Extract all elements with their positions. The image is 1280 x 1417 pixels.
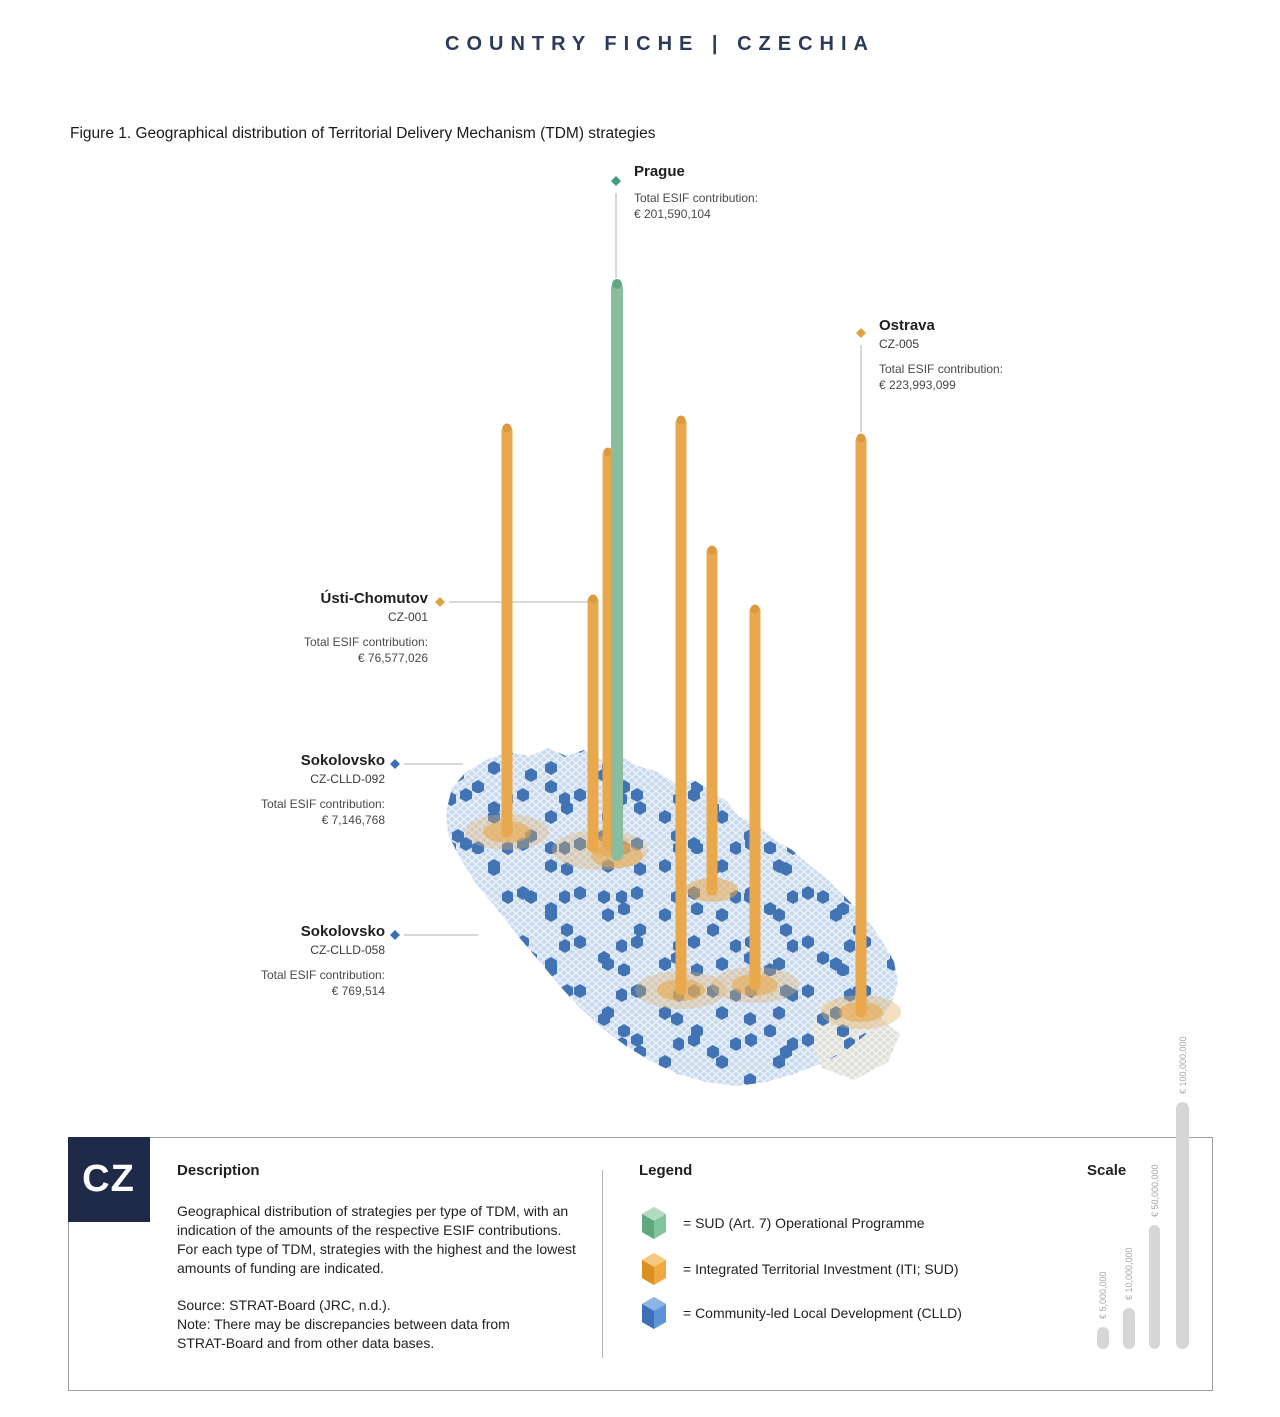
annotation-esif-label: Total ESIF contribution: [303,635,428,649]
sud-hexagon-icon [642,1207,666,1239]
legend-label: = SUD (Art. 7) Operational Programme [683,1215,925,1231]
annotation-code: CZ-CLLD-092 [310,772,385,786]
source-line: Source: STRAT-Board (JRC, n.d.). [177,1297,391,1313]
clld-hexagon-icon [642,1297,666,1329]
prague-diamond-icon [611,176,621,186]
scale-label-5m: € 5,000,000 [1098,1271,1108,1319]
note-line: Note: There may be discrepancies between… [177,1316,510,1351]
scale-bar-5m [1097,1327,1109,1349]
sokolovsko-092-diamond-icon [390,759,400,769]
clld-dots-layer [446,748,898,1086]
info-panel: CZ Description Geographical distribution… [67,1136,1213,1391]
legend-item-clld: = Community-led Local Development (CLLD) [639,1294,962,1332]
czechia-map [390,176,901,1086]
annotation-place: Ústi-Chomutov [320,590,429,607]
legend-label: = Integrated Territorial Investment (ITI… [683,1261,959,1277]
annotation-sokolovsko-058: Sokolovsko CZ-CLLD-058 Total ESIF contri… [165,923,385,999]
annotation-esif-label: Total ESIF contribution: [879,362,1004,376]
description-heading: Description [177,1162,260,1179]
usti-diamond-icon [435,597,445,607]
iti-bars [501,415,867,1018]
annotation-place: Sokolovsko [300,923,385,940]
iti-hexagon-icon [642,1253,666,1285]
page-title: COUNTRY FICHE | CZECHIA [445,33,875,55]
legend-item-iti: = Integrated Territorial Investment (ITI… [639,1250,959,1288]
annotation-prague: Prague Total ESIF contribution: € 201,59… [634,163,758,222]
panel-divider [602,1170,603,1358]
annotation-ostrava: Ostrava CZ-005 Total ESIF contribution: … [879,317,1003,393]
annotation-code: CZ-CLLD-058 [310,943,385,957]
annotation-amount: € 7,146,768 [321,813,385,827]
scale-block: Scale € 5,000,000 € 10,000,000 € 50,000,… [1085,1000,1210,1360]
ostrava-diamond-icon [856,328,866,338]
sokolovsko-058-diamond-icon [390,930,400,940]
legend-heading: Legend [639,1162,693,1179]
annotation-esif-label: Total ESIF contribution: [260,968,385,982]
annotation-code: CZ-001 [387,610,428,624]
annotation-amount: € 76,577,026 [357,651,428,665]
scale-bar-50m [1149,1225,1160,1349]
leader-lines [404,193,862,936]
annotation-place: Ostrava [879,317,935,334]
legend-item-sud: = SUD (Art. 7) Operational Programme [639,1204,925,1242]
scale-label-50m: € 50,000,000 [1150,1164,1160,1217]
description-body: Geographical distribution of strategies … [177,1203,576,1276]
annotation-amount: € 201,590,104 [634,207,711,221]
annotation-amount: € 769,514 [331,984,385,998]
annotation-esif-label: Total ESIF contribution: [260,797,385,811]
annotation-place: Sokolovsko [300,752,385,769]
annotation-amount: € 223,993,099 [879,378,956,392]
annotation-usti-chomutov: Ústi-Chomutov CZ-001 Total ESIF contribu… [208,590,428,666]
annotation-code: CZ-005 [879,337,920,351]
annotation-place: Prague [634,163,685,180]
scale-label-100m: € 100,000,000 [1178,1036,1188,1094]
annotation-sokolovsko-092: Sokolovsko CZ-CLLD-092 Total ESIF contri… [165,752,385,828]
country-badge: CZ [67,1136,150,1222]
scale-bar-10m [1123,1308,1135,1349]
label-markers [390,176,866,940]
legend-label: = Community-led Local Development (CLLD) [683,1305,962,1321]
description-source: Source: STRAT-Board (JRC, n.d.). Note: T… [177,1296,537,1353]
scale-bar-100m [1176,1102,1189,1349]
annotation-esif-label: Total ESIF contribution: [634,191,759,205]
sud-bar-prague [611,279,623,861]
scale-label-10m: € 10,000,000 [1124,1247,1134,1300]
figure-area: Prague Total ESIF contribution: € 201,59… [165,163,1003,1086]
scale-heading: Scale [1087,1162,1127,1179]
figure-caption: Figure 1. Geographical distribution of T… [70,125,656,142]
